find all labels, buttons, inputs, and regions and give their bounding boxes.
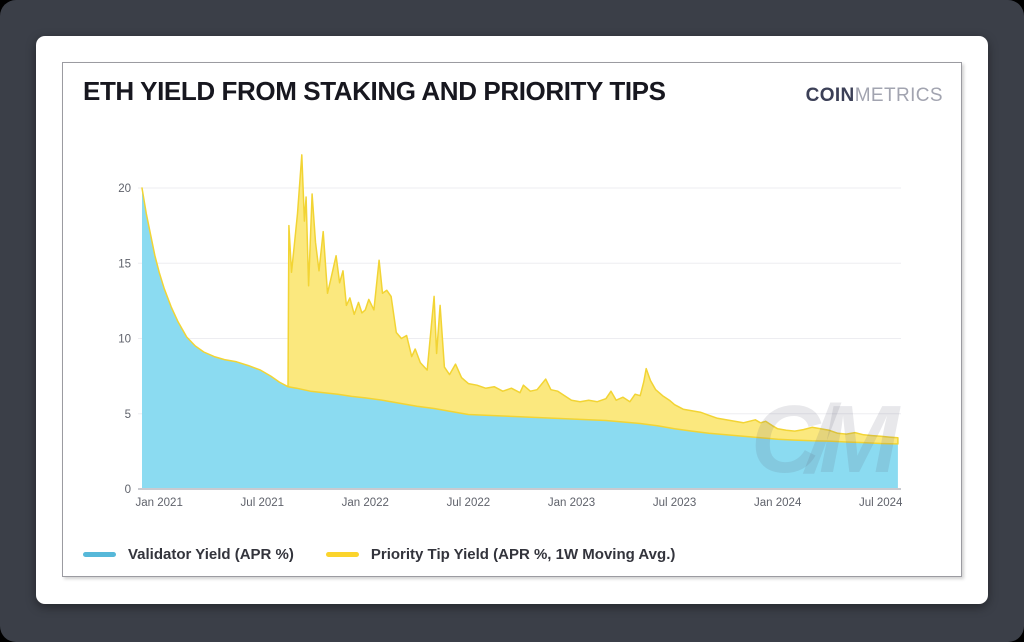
page-title: ETH YIELD FROM STAKING AND PRIORITY TIPS: [83, 76, 666, 106]
validator-yield-swatch-icon: [83, 551, 116, 557]
x-tick-label: Jul 2023: [653, 497, 696, 509]
chart-card: ETH YIELD FROM STAKING AND PRIORITY TIPS…: [36, 36, 988, 604]
y-tick-label: 20: [118, 183, 131, 195]
legend-item-priority-tip-yield[interactable]: Priority Tip Yield (APR %, 1W Moving Avg…: [325, 545, 676, 563]
chart-panel: ETH YIELD FROM STAKING AND PRIORITY TIPS…: [62, 62, 962, 577]
logo-coin-text: COIN: [805, 85, 855, 106]
y-tick-label: 15: [118, 258, 131, 270]
x-tick-label: Jan 2021: [136, 497, 183, 509]
x-tick-label: Jan 2023: [548, 497, 595, 509]
y-tick-label: 5: [125, 409, 131, 421]
x-tick-label: Jul 2024: [859, 497, 903, 509]
chart-legend: Validator Yield (APR %) Priority Tip Yie…: [83, 540, 675, 568]
legend-label: Priority Tip Yield (APR %, 1W Moving Avg…: [370, 545, 676, 563]
priority-tip-yield-swatch-icon: [325, 551, 359, 557]
x-tick-label: Jan 2022: [342, 497, 389, 509]
x-tick-label: Jul 2022: [447, 497, 490, 509]
validator-yield-area: [142, 188, 898, 489]
legend-item-validator-yield[interactable]: Validator Yield (APR %): [83, 546, 294, 563]
priority-tip-yield-area: [141, 154, 899, 445]
x-tick-label: Jul 2021: [241, 497, 284, 509]
logo-metrics-text: METRICS: [854, 85, 943, 106]
yield-area-chart[interactable]: 0 5 10 15 20 Jan 2021 Jul 2021 Jan 2022 Jul 2022…: [63, 63, 963, 578]
coinmetrics-logo: COINMETRICS: [806, 85, 943, 107]
y-tick-label: 0: [125, 484, 131, 496]
legend-label: Validator Yield (APR %): [128, 545, 294, 563]
x-tick-label: Jan 2024: [754, 497, 802, 509]
y-tick-label: 10: [118, 334, 131, 346]
